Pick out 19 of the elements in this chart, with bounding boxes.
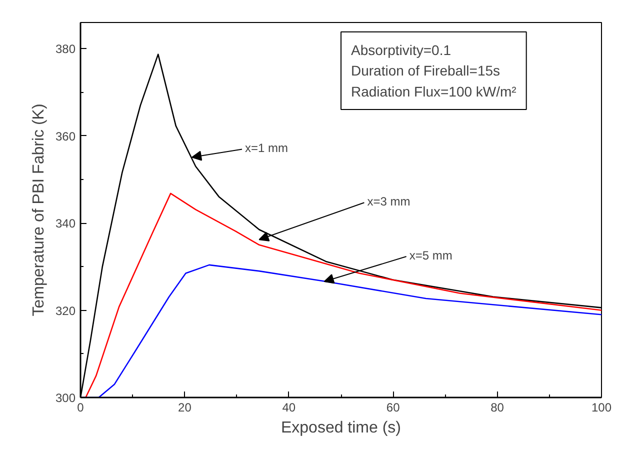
y-tick-label: 340 (55, 216, 76, 231)
annotation: Duration of Fireball=15s (351, 62, 500, 79)
x-axis-title: Exposed time (s) (280, 420, 402, 436)
x-tick-label: 0 (77, 400, 84, 414)
x-tick-label: 20 (178, 400, 192, 414)
annotation: Radiation Flux=100 kW/m² (351, 83, 517, 100)
annotation: x=5 mm (409, 248, 452, 263)
x-tick-label: 80 (490, 400, 504, 414)
y-tick-label: 300 (55, 391, 76, 405)
y-tick-label: 360 (55, 129, 76, 144)
annotation: x=1 mm (244, 141, 288, 156)
x-tick-label: 40 (282, 400, 296, 414)
annotation: x=3 mm (367, 194, 410, 209)
y-tick-label: 320 (55, 304, 76, 318)
annotation: Absorptivity=0.1 (351, 42, 452, 58)
x-tick-label: 60 (386, 400, 400, 414)
x-tick-label: 100 (591, 400, 612, 414)
y-tick-label: 380 (55, 42, 76, 56)
y-axis-title: Temperature of PBI Fabric (K) (30, 104, 48, 316)
